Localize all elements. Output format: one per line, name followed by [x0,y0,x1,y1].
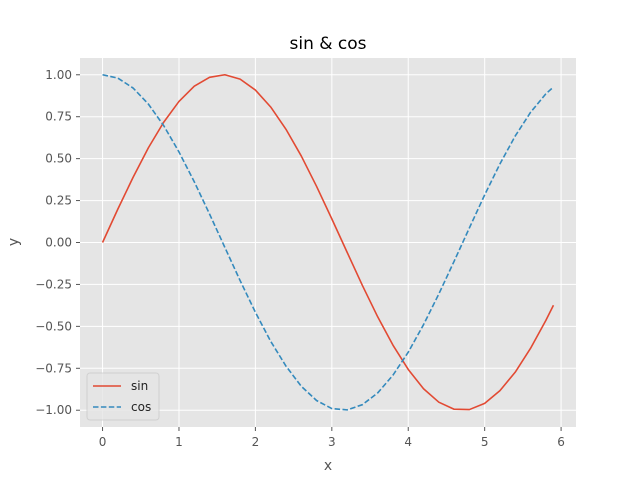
y-tick-label: 0.75 [45,110,72,124]
x-tick-label: 0 [99,435,107,449]
x-tick-label: 1 [175,435,183,449]
y-axis-label: y [6,238,22,246]
x-tick-label: 4 [404,435,412,449]
x-tick-label: 5 [481,435,489,449]
y-tick-label: 0.50 [45,152,72,166]
legend: sin cos [86,372,160,421]
x-axis-label: x [324,458,332,474]
x-tick-label: 6 [557,435,565,449]
grid [80,58,576,427]
x-tick-label: 3 [328,435,336,449]
ticks: 0 1 2 3 4 5 6 1.00 0.75 0.50 0.25 0.00 −0.25 −0.50 −0.… [35,68,565,449]
x-tick-label: 2 [252,435,260,449]
y-tick-label: 0.25 [45,194,72,208]
y-tick-label: −1.00 [35,403,72,417]
y-tick-label: −0.50 [35,319,72,333]
y-tick-label: −0.25 [35,277,72,291]
series-group [101,73,555,411]
legend-cos-label: cos [131,400,151,414]
y-tick-label: 1.00 [45,68,72,82]
series-sin-line [101,73,555,411]
legend-sin-label: sin [131,379,148,393]
y-tick-label: −0.75 [35,361,72,375]
y-tick-label: 0.00 [45,236,72,250]
legend-box [86,372,160,421]
series-cos-line [102,73,554,411]
chart-title: sin & cos [289,34,366,54]
